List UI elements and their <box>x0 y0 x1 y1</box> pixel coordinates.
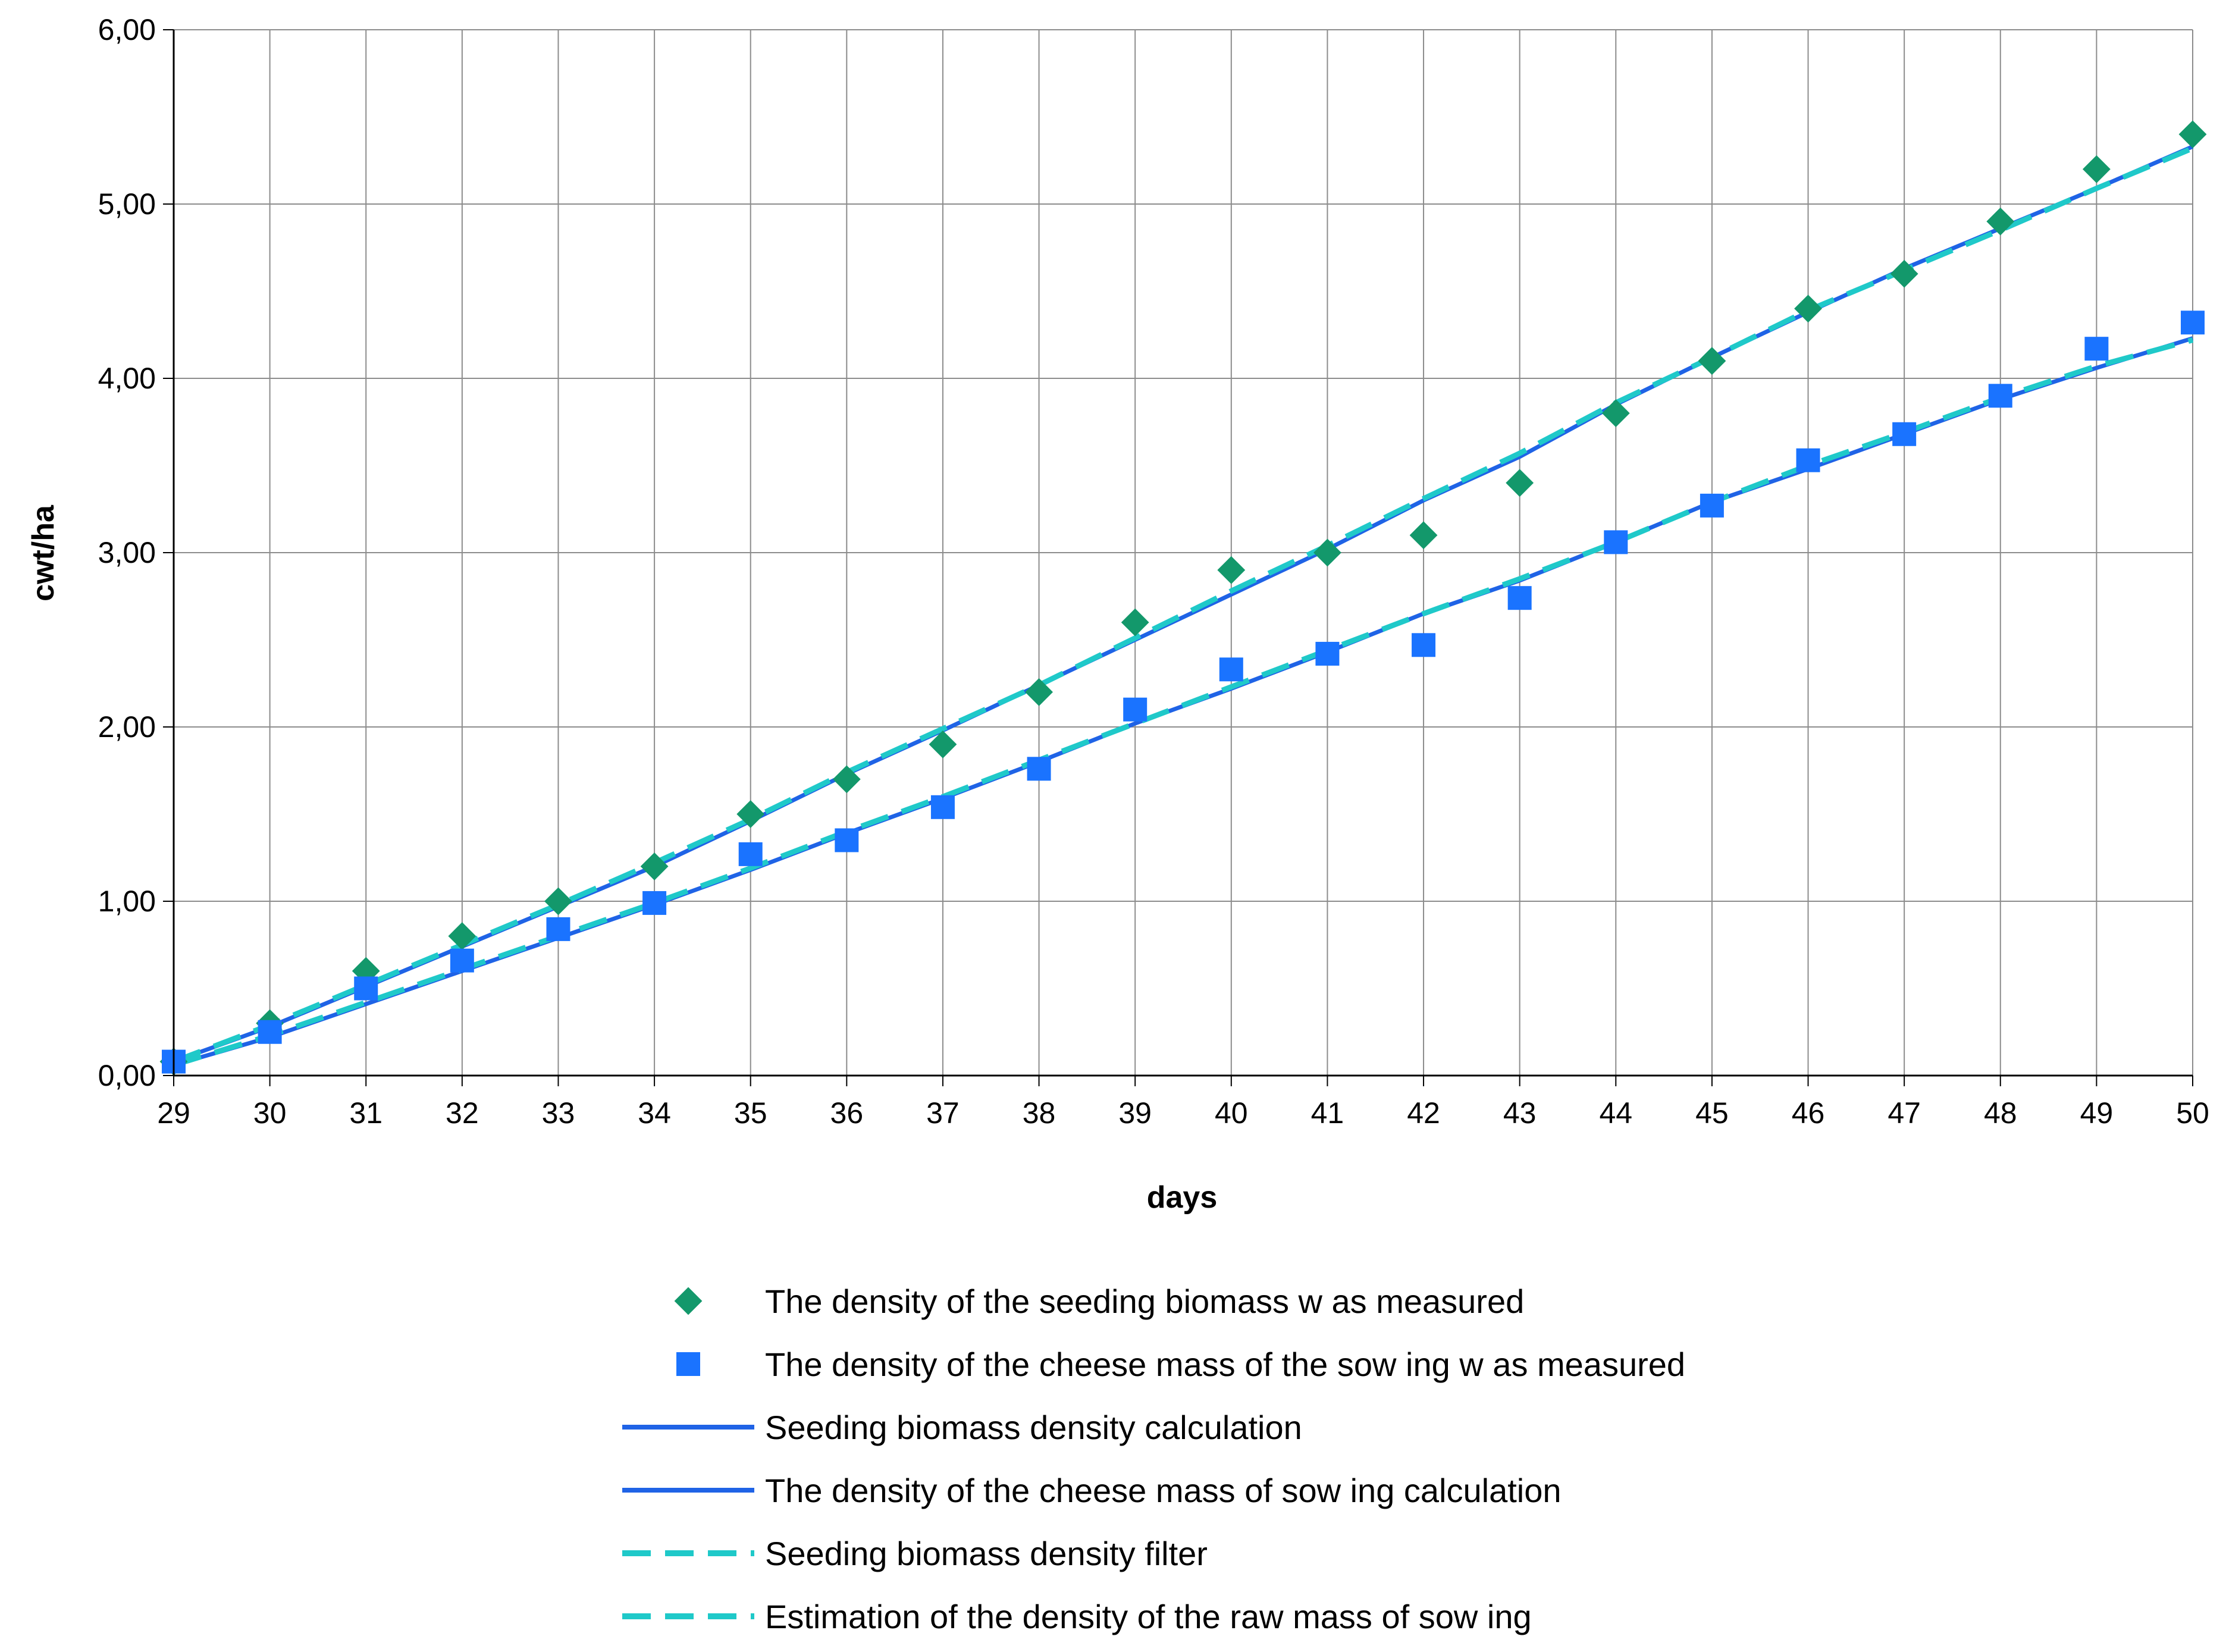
diamond-point <box>1506 469 1534 497</box>
square-point <box>1507 586 1532 610</box>
x-tick-label: 29 <box>157 1096 190 1130</box>
square-point <box>450 948 474 973</box>
x-tick-label: 44 <box>1599 1096 1632 1130</box>
diamond-point <box>1025 678 1053 706</box>
diamond-point <box>1698 347 1726 375</box>
legend-entry: Seeding biomass density filter <box>622 1535 1208 1572</box>
series-lines <box>173 145 2194 1068</box>
x-tick-label: 38 <box>1023 1096 1056 1130</box>
square-point <box>258 1020 282 1044</box>
diamond-point <box>1409 521 1438 550</box>
legend-label: Seeding biomass density filter <box>765 1535 1208 1572</box>
square-point <box>1604 530 1628 554</box>
grid <box>173 29 2193 1076</box>
diamond-point <box>1890 259 1918 288</box>
square-point <box>354 976 378 1001</box>
square-point <box>642 891 667 915</box>
diamond-point <box>1794 294 1822 323</box>
x-tick-label: 42 <box>1407 1096 1440 1130</box>
diamond-point <box>2082 155 2111 183</box>
x-tick-label: 35 <box>734 1096 767 1130</box>
diamond-point <box>1313 538 1341 567</box>
square-point <box>1027 757 1051 781</box>
square-point <box>1796 448 1820 472</box>
x-tick-label: 43 <box>1503 1096 1537 1130</box>
legend-swatch-square <box>676 1352 700 1376</box>
square-point <box>738 842 763 866</box>
series-line-5 <box>173 146 2194 1064</box>
diamond-point <box>448 922 476 951</box>
x-tick-label: 47 <box>1888 1096 1921 1130</box>
diamond-point <box>1217 556 1246 584</box>
x-tick-label: 40 <box>1215 1096 1248 1130</box>
x-axis-title: days <box>1147 1180 1218 1215</box>
square-point <box>1412 633 1436 657</box>
x-tick-label: 48 <box>1984 1096 2017 1130</box>
square-point <box>546 917 570 941</box>
square-point <box>2181 311 2205 335</box>
x-tick-label: 41 <box>1311 1096 1344 1130</box>
x-tick-label: 36 <box>830 1096 864 1130</box>
square-point <box>1988 384 2012 408</box>
y-tick-label: 2,00 <box>98 710 156 744</box>
legend-label: Seeding biomass density calculation <box>765 1409 1302 1446</box>
x-tick-label: 32 <box>446 1096 479 1130</box>
legend-label: The density of the cheese mass of sow in… <box>765 1472 1562 1509</box>
square-point <box>835 828 859 852</box>
legend-entry: The density of the cheese mass of sow in… <box>622 1472 1562 1509</box>
legend-entry: The density of the cheese mass of the so… <box>676 1346 1685 1383</box>
diamond-point <box>2178 120 2207 149</box>
y-tick-label: 4,00 <box>98 362 156 395</box>
square-point <box>1315 641 1340 666</box>
y-axis-title: cwt/ha <box>26 504 61 601</box>
square-point <box>1700 493 1724 518</box>
x-tick-label: 50 <box>2176 1096 2209 1130</box>
y-tick-label: 6,00 <box>98 13 156 46</box>
diamond-point <box>1986 207 2015 236</box>
diamond-point <box>929 730 957 758</box>
square-point <box>1219 657 1243 682</box>
x-tick-label: 31 <box>349 1096 383 1130</box>
diamond-point <box>832 765 861 794</box>
legend-entry: Estimation of the density of the raw mas… <box>622 1598 1532 1635</box>
x-tick-label: 30 <box>253 1096 287 1130</box>
series-line-6 <box>173 337 2194 1068</box>
x-tick-label: 33 <box>542 1096 575 1130</box>
legend-entry: The density of the seeding biomass w as … <box>674 1283 1524 1320</box>
diamond-point <box>1121 608 1149 637</box>
y-tick-label: 3,00 <box>98 536 156 569</box>
series-line-4 <box>173 336 2194 1067</box>
x-tick-label: 34 <box>638 1096 671 1130</box>
y-tick-label: 1,00 <box>98 885 156 918</box>
diamond-point <box>736 800 765 828</box>
diamond-point <box>640 852 669 880</box>
legend-label: The density of the seeding biomass w as … <box>765 1283 1524 1320</box>
legend-label: The density of the cheese mass of the so… <box>765 1346 1685 1383</box>
series-markers <box>159 120 2207 1076</box>
diamond-point <box>1601 399 1630 428</box>
square-point <box>1892 422 1917 446</box>
diamond-point <box>544 887 572 916</box>
square-point <box>2084 337 2109 361</box>
legend-entry: Seeding biomass density calculation <box>622 1409 1302 1446</box>
x-tick-label: 49 <box>2080 1096 2114 1130</box>
x-tick-label: 39 <box>1118 1096 1152 1130</box>
y-tick-label: 5,00 <box>98 187 156 221</box>
square-point <box>930 795 955 819</box>
x-tick-label: 45 <box>1695 1096 1729 1130</box>
series-line-3 <box>173 145 2194 1064</box>
legend-label: Estimation of the density of the raw mas… <box>765 1598 1532 1635</box>
x-tick-label: 46 <box>1792 1096 1825 1130</box>
square-point <box>1123 697 1148 722</box>
legend-swatch-diamond <box>674 1287 703 1315</box>
y-tick-label: 0,00 <box>98 1059 156 1092</box>
legend: The density of the seeding biomass w as … <box>622 1283 1685 1635</box>
x-tick-label: 37 <box>926 1096 960 1130</box>
axes: 29 30 31 32 33 34 35 36 37 38 39 40 41 42 43 44 45 46 47 48… <box>98 13 2209 1130</box>
